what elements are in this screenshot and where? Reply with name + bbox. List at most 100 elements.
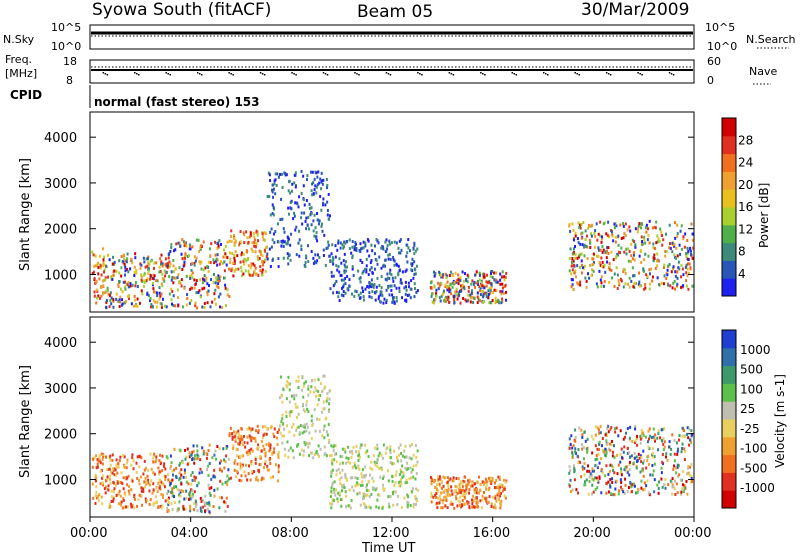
data-cell <box>449 502 452 506</box>
data-cell <box>287 375 290 379</box>
data-cell <box>194 476 197 480</box>
data-cell <box>325 430 328 434</box>
data-cell <box>495 271 498 275</box>
data-cell <box>667 283 670 287</box>
data-cell <box>581 435 584 439</box>
data-cell <box>441 499 444 503</box>
data-cell <box>464 492 467 496</box>
data-cell <box>658 259 661 263</box>
data-cell <box>446 297 449 301</box>
data-cell <box>110 275 113 279</box>
data-cell <box>304 265 307 269</box>
data-cell <box>641 243 644 247</box>
data-cell <box>215 259 218 263</box>
data-cell <box>238 243 241 247</box>
data-cell <box>587 492 590 496</box>
data-cell <box>169 262 172 266</box>
data-cell <box>287 206 290 210</box>
data-cell <box>358 491 361 495</box>
data-cell <box>283 230 286 234</box>
data-cell <box>682 470 685 474</box>
colorbar-swatch <box>722 490 736 509</box>
data-cell <box>403 286 406 290</box>
data-cell <box>259 454 262 458</box>
data-cell <box>261 268 264 272</box>
data-cell <box>610 439 613 443</box>
data-cell <box>365 257 368 261</box>
data-cell <box>123 455 126 459</box>
data-cell <box>583 461 586 465</box>
data-cell <box>612 493 615 497</box>
data-cell <box>613 272 616 276</box>
data-cell <box>135 461 138 465</box>
data-cell <box>340 261 343 265</box>
data-cell <box>246 435 249 439</box>
data-cell <box>123 285 126 289</box>
data-cell <box>653 490 656 494</box>
data-cell <box>158 459 161 463</box>
data-cell <box>447 494 450 498</box>
data-cell <box>98 277 101 281</box>
data-cell <box>673 452 676 456</box>
data-cell <box>161 284 164 288</box>
data-cell <box>269 443 272 447</box>
time-axis-ticks: 00:00 04:00 08:00 12:00 16:00 20:00 00:00 <box>70 517 711 541</box>
data-cell <box>584 238 587 242</box>
freq-dip-dot <box>607 73 610 75</box>
data-cell <box>126 505 129 509</box>
data-cell <box>600 285 603 289</box>
data-cell <box>193 255 196 259</box>
data-cell <box>640 235 643 239</box>
data-cell <box>193 490 196 494</box>
data-cell <box>462 479 465 483</box>
data-cell <box>138 482 141 486</box>
data-cell <box>305 199 308 203</box>
data-cell <box>218 239 221 243</box>
data-cell <box>596 466 599 470</box>
time-tick-label: 04:00 <box>171 526 208 541</box>
data-cell <box>405 254 408 258</box>
data-cell <box>291 410 294 414</box>
data-cell <box>654 433 657 437</box>
data-cell <box>685 252 688 256</box>
data-cell <box>647 429 650 433</box>
data-cell <box>233 435 236 439</box>
data-cell <box>673 486 676 490</box>
freq-dip-dot <box>389 74 392 76</box>
data-cell <box>647 454 650 458</box>
data-cell <box>445 285 448 289</box>
data-cell <box>184 507 187 511</box>
data-cell <box>203 301 206 305</box>
data-cell <box>182 240 185 244</box>
data-cell <box>117 284 120 288</box>
data-cell <box>627 282 630 286</box>
data-cell <box>153 274 156 278</box>
data-cell <box>388 293 391 297</box>
data-cell <box>170 502 173 506</box>
data-cell <box>461 283 464 287</box>
data-cell <box>308 431 311 435</box>
data-cell <box>125 268 128 272</box>
data-cell <box>105 485 108 489</box>
data-cell <box>604 433 607 437</box>
data-cell <box>633 253 636 257</box>
data-cell <box>113 269 116 273</box>
data-cell <box>609 492 612 496</box>
data-cell <box>466 273 469 277</box>
data-cell <box>326 392 329 396</box>
data-cell <box>127 297 130 301</box>
freq-dip-dot <box>639 73 641 75</box>
freq-dip-dot <box>358 74 360 76</box>
data-cell <box>664 254 667 258</box>
data-cell <box>653 225 656 229</box>
data-cell <box>583 466 586 470</box>
data-cell <box>490 480 493 484</box>
data-cell <box>91 465 94 469</box>
data-cell <box>165 305 168 309</box>
data-cell <box>349 506 352 510</box>
data-cell <box>595 222 598 226</box>
data-cell <box>339 498 342 502</box>
data-cell <box>149 299 152 303</box>
data-cell <box>220 496 223 500</box>
data-cell <box>682 235 685 239</box>
